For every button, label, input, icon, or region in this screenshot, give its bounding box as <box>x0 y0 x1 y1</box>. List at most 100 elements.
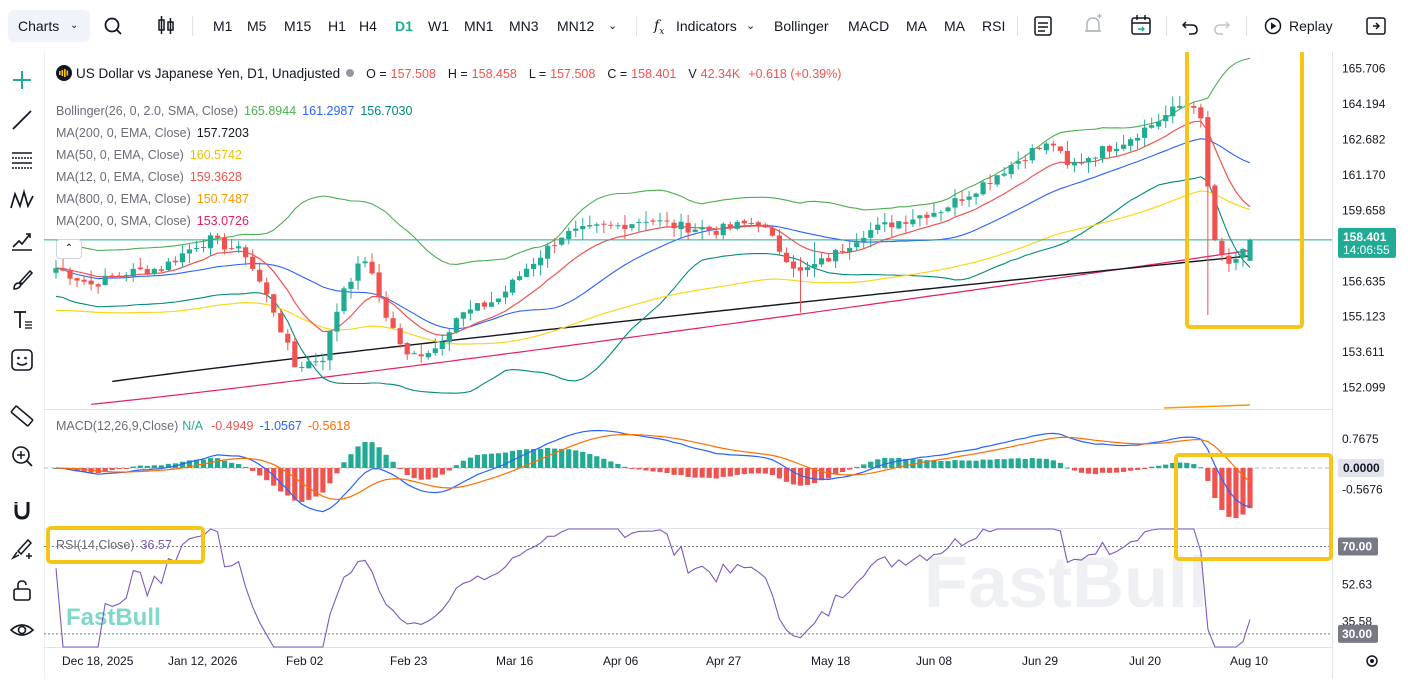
quick-ma[interactable]: MA <box>906 18 927 34</box>
candle-body <box>938 212 944 214</box>
trendline-icon[interactable] <box>8 106 36 134</box>
charts-menu-button[interactable]: Charts ⌄ <box>8 10 90 42</box>
candle-body <box>952 198 958 208</box>
timeframe-m5[interactable]: M5 <box>247 18 267 34</box>
macd-histogram-bar <box>685 468 691 477</box>
chart-canvas[interactable]: FastBull FastBull 165.706164.194162.6821… <box>44 39 1408 679</box>
macd-histogram-bar <box>903 458 909 468</box>
timeframe-h1[interactable]: H1 <box>328 18 346 34</box>
candle-body <box>727 224 733 228</box>
macd-histogram-bar <box>804 468 811 485</box>
search-icon[interactable] <box>102 10 124 42</box>
candle-body <box>1071 162 1078 166</box>
price-axis-label: 153.611 <box>1342 345 1385 359</box>
indicators-button[interactable]: Indicators <box>676 18 737 34</box>
indicator-legend-row[interactable]: MA(800, 0, EMA, Close) 150.7487 <box>56 192 255 206</box>
lock-icon[interactable] <box>8 576 36 604</box>
candle-body <box>467 309 473 314</box>
macd-histogram-bar <box>1233 468 1239 519</box>
symbol-name[interactable]: US Dollar vs Japanese Yen, D1, Unadjuste… <box>76 66 341 81</box>
crosshair-icon[interactable] <box>8 66 36 94</box>
open-label: O = <box>366 67 387 81</box>
timeframe-m15[interactable]: M15 <box>284 18 312 34</box>
macd-histogram-bar <box>186 460 193 468</box>
collapse-legend-button[interactable]: ⌃ <box>56 239 82 259</box>
undo-icon[interactable] <box>1180 10 1200 42</box>
candle-body <box>320 360 326 363</box>
macd-histogram-bar <box>383 454 389 468</box>
candle-body <box>650 220 656 222</box>
replay-icon[interactable] <box>1262 10 1284 42</box>
candle-body <box>994 175 1000 185</box>
brush-icon[interactable] <box>8 266 36 294</box>
candle-body <box>1177 105 1183 108</box>
candle-body <box>1226 255 1232 264</box>
templates-icon[interactable] <box>1033 10 1053 42</box>
candle-body <box>123 274 129 277</box>
indicator-legend-row[interactable]: MA(200, 0, SMA, Close) 153.0726 <box>56 214 255 228</box>
macd-axis-label: -0.5676 <box>1342 483 1383 497</box>
timeframe-h4[interactable]: H4 <box>359 18 377 34</box>
timeframe-mn3[interactable]: MN3 <box>509 18 539 34</box>
fullscreen-icon[interactable] <box>1365 10 1387 42</box>
quick-ma-2[interactable]: MA <box>944 18 965 34</box>
price-axis-label: 156.635 <box>1342 274 1386 288</box>
macd-histogram-bar <box>769 468 775 476</box>
candle-body <box>264 282 270 295</box>
macd-histogram-bar <box>425 468 431 480</box>
chevron-down-icon[interactable]: ⌄ <box>746 20 756 32</box>
macd-histogram-bar <box>411 468 417 479</box>
chart-area[interactable]: FastBull FastBull 165.706 164.194 162.682 1… <box>44 39 1408 679</box>
fib-retracement-icon[interactable] <box>8 146 36 174</box>
replay-button[interactable]: Replay <box>1289 18 1333 34</box>
candle-body <box>1064 150 1070 165</box>
timeframe-mn12[interactable]: MN12 <box>557 18 595 34</box>
divider <box>1017 16 1018 36</box>
indicators-icon[interactable]: fx <box>654 18 665 37</box>
alert-icon[interactable] <box>1083 10 1103 42</box>
indicator-value: 161.2987 <box>302 104 355 118</box>
macd-value-2: -1.0567 <box>259 419 302 433</box>
candle-body <box>685 222 691 233</box>
quick-macd[interactable]: MACD <box>848 18 890 34</box>
candle-body <box>720 223 726 236</box>
candle-body <box>945 207 951 212</box>
timeframe-mn1[interactable]: MN1 <box>464 18 494 34</box>
pattern-icon[interactable] <box>8 186 36 214</box>
macd-value-3: -0.5618 <box>307 419 351 433</box>
text-tool-icon[interactable] <box>8 306 36 334</box>
candle-body <box>1022 160 1028 162</box>
redo-icon[interactable] <box>1212 10 1232 42</box>
indicator-legend-row[interactable]: MA(200, 0, EMA, Close) 157.7203 <box>56 126 255 140</box>
zoom-in-icon[interactable] <box>8 442 36 470</box>
timeframe-d1[interactable]: D1 <box>395 18 413 34</box>
quick-bollinger[interactable]: Bollinger <box>774 18 829 34</box>
candle-body <box>299 367 305 369</box>
stay-in-drawing-icon[interactable] <box>8 536 36 564</box>
quick-rsi[interactable]: RSI <box>982 18 1006 34</box>
timeframe-m1[interactable]: M1 <box>213 18 233 34</box>
macd-histogram-bar <box>1106 468 1113 473</box>
macd-histogram-bar <box>355 446 361 468</box>
candle-type-icon[interactable] <box>155 10 177 42</box>
candle-body <box>1120 144 1127 149</box>
macd-histogram-bar <box>467 457 473 468</box>
prediction-icon[interactable] <box>8 226 36 254</box>
candle-body <box>1219 240 1225 255</box>
candle-body <box>552 245 558 247</box>
watermark: FastBull FastBull <box>66 543 1208 631</box>
emoji-icon[interactable] <box>8 346 36 374</box>
eye-icon[interactable] <box>8 616 36 644</box>
calendar-icon[interactable] <box>1130 10 1152 42</box>
ruler-icon[interactable] <box>8 402 36 430</box>
macd-histogram-bar <box>390 461 396 468</box>
candle-body <box>840 251 846 253</box>
candle-body <box>193 247 200 249</box>
indicator-legend-row[interactable]: MA(12, 0, EMA, Close) 159.3628 <box>56 170 248 184</box>
timeframe-w1[interactable]: W1 <box>428 18 449 34</box>
magnet-icon[interactable] <box>8 496 36 524</box>
indicator-legend-row[interactable]: Bollinger(26, 0, 2.0, SMA, Close) 165.894… <box>56 104 418 118</box>
timeframe-dropdown-icon[interactable]: ⌄ <box>608 20 618 32</box>
candle-body <box>144 269 150 275</box>
indicator-legend-row[interactable]: MA(50, 0, EMA, Close) 160.5742 <box>56 148 248 162</box>
